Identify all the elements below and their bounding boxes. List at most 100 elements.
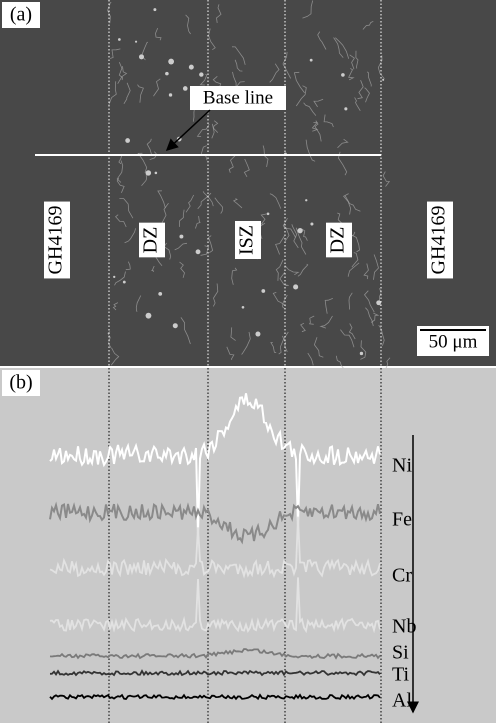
precipitate <box>293 284 299 290</box>
grain-boundary <box>366 71 372 87</box>
precipitate <box>158 291 163 296</box>
grain-boundary <box>226 346 235 361</box>
precipitate <box>179 234 184 239</box>
grain-boundary <box>109 48 121 59</box>
grain-boundary <box>231 267 238 285</box>
grain-boundary <box>112 302 119 311</box>
panel-label: (a) <box>10 4 32 26</box>
precipitate <box>168 93 173 97</box>
grain-boundary <box>373 254 379 280</box>
zone-box <box>235 221 261 259</box>
grain-boundary <box>313 337 324 358</box>
grain-boundary <box>243 158 250 178</box>
grain-boundary <box>317 31 327 50</box>
grain-boundary <box>208 28 216 51</box>
grain-boundary <box>300 322 306 332</box>
grain-boundary <box>324 298 333 314</box>
grain-boundary <box>114 271 126 286</box>
grain-boundary <box>282 294 288 310</box>
precipitate <box>359 351 364 356</box>
zone: GH4169 <box>427 201 453 279</box>
grain-boundary <box>116 177 125 193</box>
precipitate <box>310 222 314 226</box>
precipitate <box>305 199 308 202</box>
grain-boundary <box>295 85 307 107</box>
grain-boundary <box>360 340 367 360</box>
grain-boundary <box>137 152 148 173</box>
zone-box <box>326 222 352 258</box>
zone-label: DZ <box>327 227 349 254</box>
grain-boundary <box>200 245 209 256</box>
grain-boundary <box>124 228 136 244</box>
element-label: Fe <box>392 509 412 531</box>
line-scan-panel <box>0 368 496 723</box>
precipitate <box>309 58 313 62</box>
grain-boundary <box>269 193 282 209</box>
precipitate <box>341 73 345 77</box>
grain-boundary <box>179 261 185 278</box>
grain-boundary <box>308 315 315 325</box>
grain-boundary <box>185 14 191 35</box>
base-line-label: Base line <box>203 87 273 108</box>
precipitate <box>118 38 121 41</box>
grain-boundary <box>174 242 187 251</box>
grain-boundary <box>275 259 284 281</box>
zone-box <box>427 201 453 279</box>
zone-boundaries <box>108 0 382 723</box>
element-label: Ti <box>392 664 410 686</box>
arrow <box>165 109 211 152</box>
zone-box <box>139 222 165 258</box>
profile <box>49 669 381 677</box>
grain-boundary <box>347 262 360 277</box>
grain-boundary <box>297 263 309 277</box>
grain-boundary <box>363 290 375 313</box>
grain-boundary <box>185 194 195 213</box>
grain-boundary <box>307 352 314 366</box>
grain-boundary <box>125 261 131 271</box>
precipitate <box>376 300 381 306</box>
grain-boundary <box>153 78 161 97</box>
grain-boundary <box>365 307 374 327</box>
profile <box>49 648 381 660</box>
grain-boundary <box>279 271 289 287</box>
grain-boundary <box>348 68 355 81</box>
grain-boundary <box>137 84 144 103</box>
precipitate <box>134 40 138 43</box>
grain-boundary <box>110 347 120 366</box>
grain-boundary <box>348 292 353 310</box>
precipitate <box>172 323 178 329</box>
grain-boundary <box>284 264 300 276</box>
grain-boundary <box>108 81 117 106</box>
grain-boundary <box>115 214 127 228</box>
precipitate <box>199 72 204 77</box>
precipitate <box>125 138 131 143</box>
grain-boundary <box>357 80 364 100</box>
grain-boundary <box>155 27 162 41</box>
grain-boundary <box>272 292 287 307</box>
grain-boundary <box>269 63 280 83</box>
grain-boundary <box>302 0 314 19</box>
grain-boundary <box>107 1 112 24</box>
grain-boundary <box>323 114 334 128</box>
grain-boundary <box>362 20 374 30</box>
element-label: Nb <box>392 616 416 638</box>
grain-boundary <box>228 155 236 173</box>
panel-label: (b) <box>9 372 32 394</box>
grain-boundary <box>146 138 153 157</box>
grain-boundary <box>351 234 360 253</box>
grain-boundary <box>303 102 317 116</box>
grain-boundary <box>149 151 157 160</box>
grain-boundary <box>118 62 123 81</box>
precipitate <box>344 107 348 111</box>
grain-boundary <box>382 171 391 187</box>
grain-boundary <box>234 59 243 72</box>
precipitate <box>382 78 385 81</box>
grain-boundary <box>212 283 219 307</box>
precipitate <box>122 280 126 284</box>
precipitate <box>255 331 261 337</box>
precipitate <box>188 64 194 70</box>
precipitate <box>165 71 169 76</box>
grain-boundary <box>232 198 243 209</box>
grain-boundary <box>335 355 346 371</box>
